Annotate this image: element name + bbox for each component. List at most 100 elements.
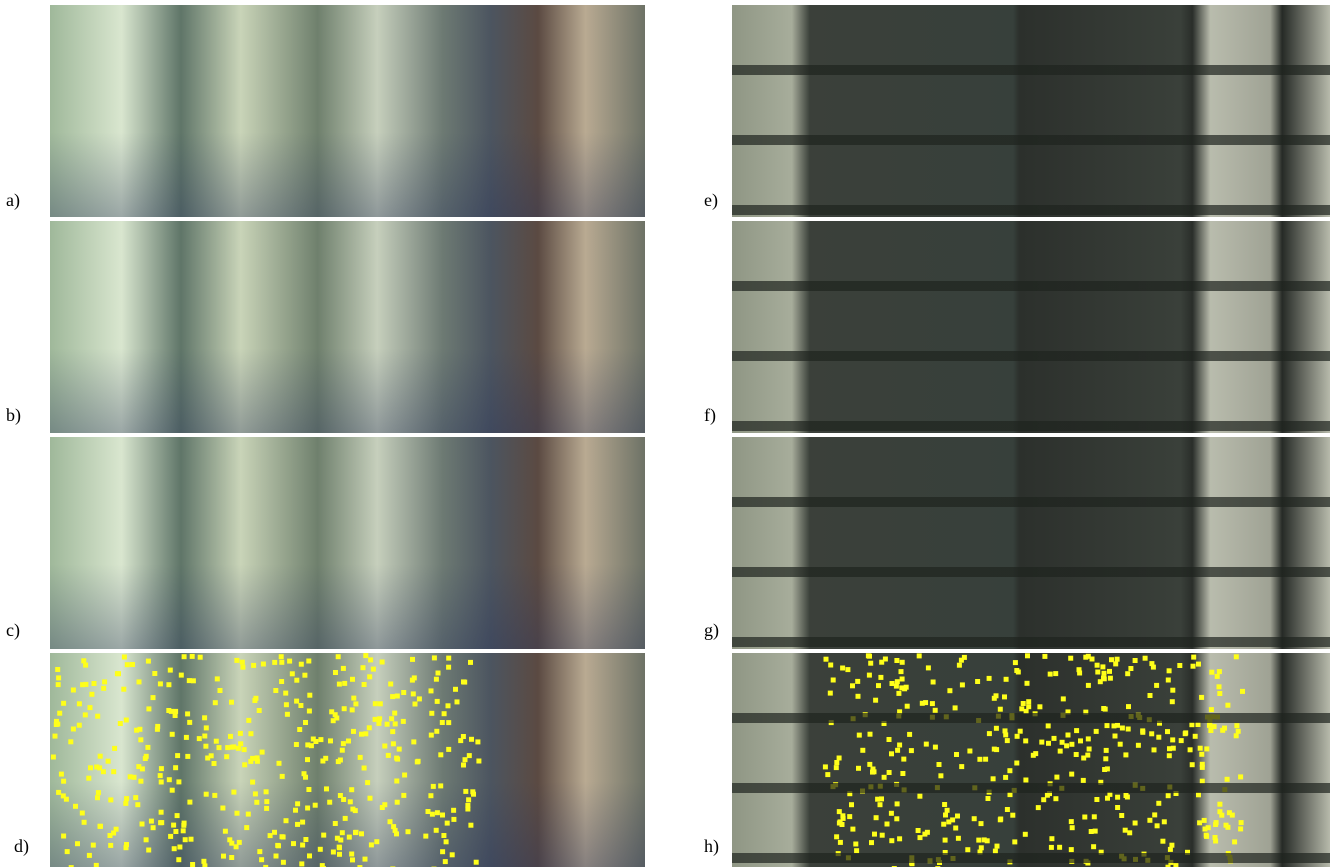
feature-point — [395, 694, 400, 699]
feature-point — [871, 767, 876, 772]
feature-point — [1137, 715, 1142, 720]
feature-point — [1143, 656, 1148, 661]
feature-point — [1037, 704, 1042, 709]
feature-point — [382, 802, 387, 807]
feature-point — [1085, 861, 1090, 866]
feature-point — [931, 680, 936, 685]
feature-point — [944, 714, 949, 719]
feature-point — [1039, 740, 1044, 745]
feature-point — [987, 676, 992, 681]
feature-point — [123, 801, 128, 806]
feature-point — [828, 691, 833, 696]
feature-point — [894, 658, 899, 663]
feature-point — [1074, 752, 1079, 757]
feature-point — [1115, 723, 1120, 728]
feature-point — [359, 732, 364, 737]
feature-point — [389, 716, 394, 721]
feature-point — [998, 707, 1003, 712]
feature-point — [1086, 736, 1091, 741]
feature-point — [873, 698, 878, 703]
feature-point — [295, 801, 300, 806]
feature-point — [982, 837, 987, 842]
feature-point — [922, 832, 927, 837]
feature-point — [1157, 721, 1162, 726]
feature-point — [468, 823, 473, 828]
feature-point — [1024, 709, 1029, 714]
feature-point — [336, 759, 341, 764]
feature-point — [1120, 726, 1125, 731]
feature-point — [264, 806, 269, 811]
feature-point — [1057, 845, 1062, 850]
feature-point — [1112, 723, 1117, 728]
feature-point — [340, 830, 345, 835]
feature-point — [351, 729, 356, 734]
feature-point — [1147, 818, 1152, 823]
feature-point — [938, 773, 943, 778]
feature-point — [900, 771, 905, 776]
feature-point — [876, 683, 881, 688]
feature-point — [138, 737, 143, 742]
feature-point — [1007, 768, 1012, 773]
feature-point — [151, 695, 156, 700]
feature-point — [89, 692, 94, 697]
feature-point — [933, 708, 938, 713]
feature-point — [106, 759, 111, 764]
feature-point — [455, 699, 460, 704]
feature-point — [1099, 850, 1104, 855]
feature-point — [440, 849, 445, 854]
feature-point — [1234, 723, 1239, 728]
feature-point — [986, 796, 991, 801]
photo-c — [50, 437, 645, 649]
feature-point — [987, 731, 992, 736]
feature-point — [899, 685, 904, 690]
feature-point — [363, 731, 368, 736]
feature-point — [380, 660, 385, 665]
feature-point — [55, 667, 60, 672]
feature-point — [61, 701, 66, 706]
feature-point — [102, 679, 107, 684]
feature-point — [234, 844, 239, 849]
feature-point — [176, 857, 181, 862]
feature-point — [1119, 813, 1124, 818]
feature-point — [474, 860, 479, 865]
feature-point — [1105, 796, 1110, 801]
feature-point — [1234, 733, 1239, 738]
feature-point — [868, 661, 873, 666]
feature-point — [353, 701, 358, 706]
feature-point — [1173, 863, 1178, 867]
feature-point — [1018, 729, 1023, 734]
feature-point — [337, 852, 342, 857]
feature-point — [1105, 723, 1110, 728]
feature-point — [246, 718, 251, 723]
feature-point — [1101, 706, 1106, 711]
feature-point — [441, 833, 446, 838]
feature-point — [975, 679, 980, 684]
feature-point — [889, 811, 894, 816]
feature-point — [1010, 813, 1015, 818]
feature-point — [144, 837, 149, 842]
feature-point — [840, 666, 845, 671]
feature-point — [338, 793, 343, 798]
feature-point — [854, 848, 859, 853]
feature-point — [461, 679, 466, 684]
feature-point — [834, 765, 839, 770]
feature-point — [1094, 729, 1099, 734]
feature-point — [967, 749, 972, 754]
feature-point — [94, 765, 99, 770]
photo-a — [50, 5, 645, 217]
feature-point — [324, 786, 329, 791]
feature-point — [895, 748, 900, 753]
feature-point — [823, 764, 828, 769]
feature-point — [445, 821, 450, 826]
feature-point — [894, 684, 899, 689]
feature-point — [238, 731, 243, 736]
feature-point — [1204, 833, 1209, 838]
feature-point — [94, 863, 99, 867]
panel-label: c) — [6, 620, 20, 641]
feature-point — [108, 797, 113, 802]
feature-point — [346, 739, 351, 744]
feature-point — [173, 829, 178, 834]
feature-point — [1156, 801, 1161, 806]
feature-point — [1118, 742, 1123, 747]
feature-point — [255, 759, 260, 764]
